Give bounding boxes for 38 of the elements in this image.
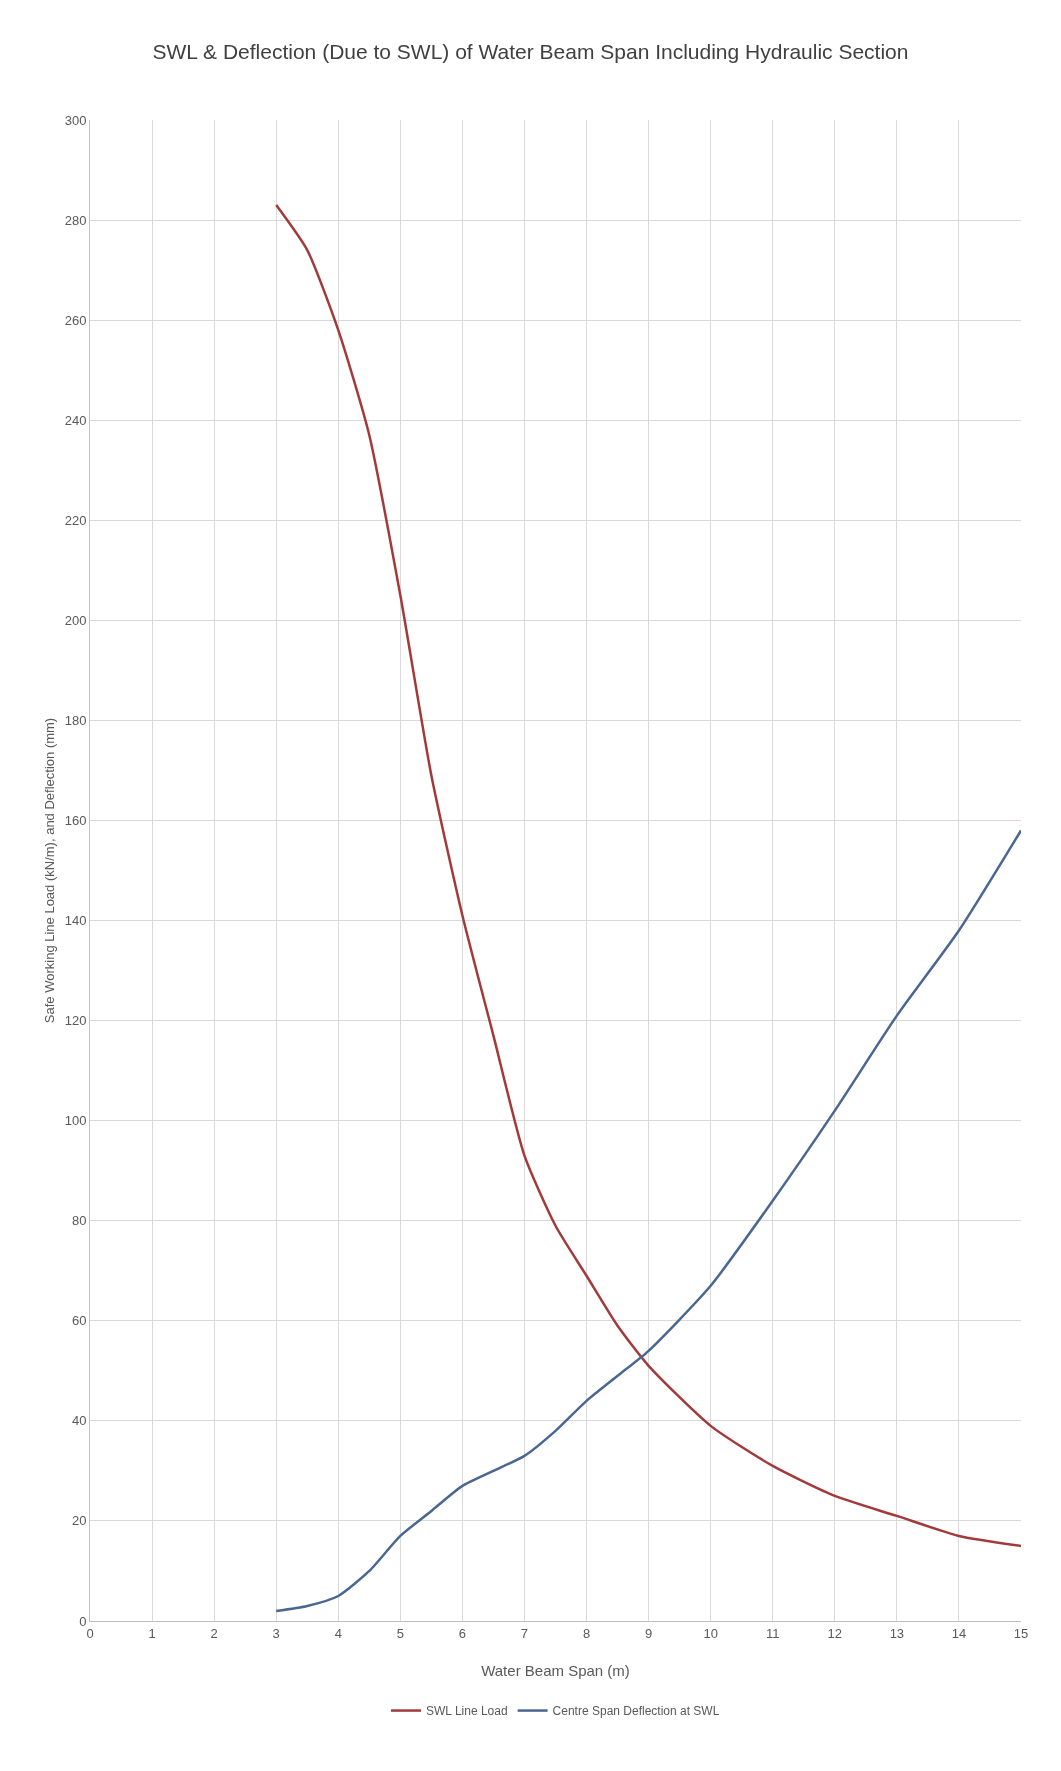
- y-tick-label: 180: [64, 712, 87, 728]
- y-tick-label: 140: [64, 913, 87, 929]
- y-tick-label: 0: [79, 1613, 87, 1629]
- line-series: [274, 829, 1021, 1613]
- y-tick-label: 300: [64, 112, 87, 128]
- y-tick-label: 40: [71, 1413, 87, 1429]
- x-tick-label: 15: [1013, 1625, 1029, 1641]
- y-tick-label: 200: [64, 612, 87, 628]
- x-tick-label: 4: [334, 1625, 342, 1641]
- x-axis-title: Water Beam Span (m): [481, 1662, 630, 1679]
- x-tick-label: 7: [520, 1625, 529, 1641]
- x-tick-label: 14: [951, 1625, 967, 1641]
- x-tick-label: 11: [765, 1625, 780, 1641]
- y-tick-label: 120: [64, 1013, 87, 1029]
- y-axis-title: Safe Working Line Load (kN/m), and Deflection (mm): [42, 717, 57, 1024]
- y-tick-label: 260: [64, 312, 87, 328]
- y-tick-label: 220: [64, 512, 87, 528]
- x-tick-label: 2: [210, 1625, 218, 1641]
- x-tick-label: 9: [644, 1625, 653, 1641]
- x-tick-label: 6: [458, 1625, 467, 1641]
- y-tick-label: 60: [71, 1313, 87, 1329]
- x-tick-label: 3: [272, 1625, 280, 1641]
- x-tick-label: 5: [396, 1625, 404, 1641]
- x-tick-label: 12: [827, 1625, 843, 1641]
- y-tick-label: 160: [64, 813, 87, 829]
- x-tick-label: 13: [889, 1625, 905, 1641]
- line-series: [274, 203, 1021, 1548]
- y-tick-label: 280: [64, 212, 87, 228]
- y-tick-label: 80: [71, 1213, 87, 1229]
- y-tick-label: 100: [64, 1113, 87, 1129]
- chart-title: SWL & Deflection (Due to SWL) of Water Beam Span Including Hydraulic Section: [152, 39, 909, 63]
- x-tick-label: 8: [582, 1625, 591, 1641]
- y-tick-label: 240: [64, 412, 87, 428]
- x-tick-label: 10: [703, 1625, 718, 1641]
- x-tick-label: 1: [148, 1625, 156, 1641]
- legend-label: SWL Line Load: [426, 1704, 508, 1719]
- y-tick-label: 20: [71, 1513, 87, 1529]
- legend-label: Centre Span Deflection at SWL: [552, 1704, 720, 1719]
